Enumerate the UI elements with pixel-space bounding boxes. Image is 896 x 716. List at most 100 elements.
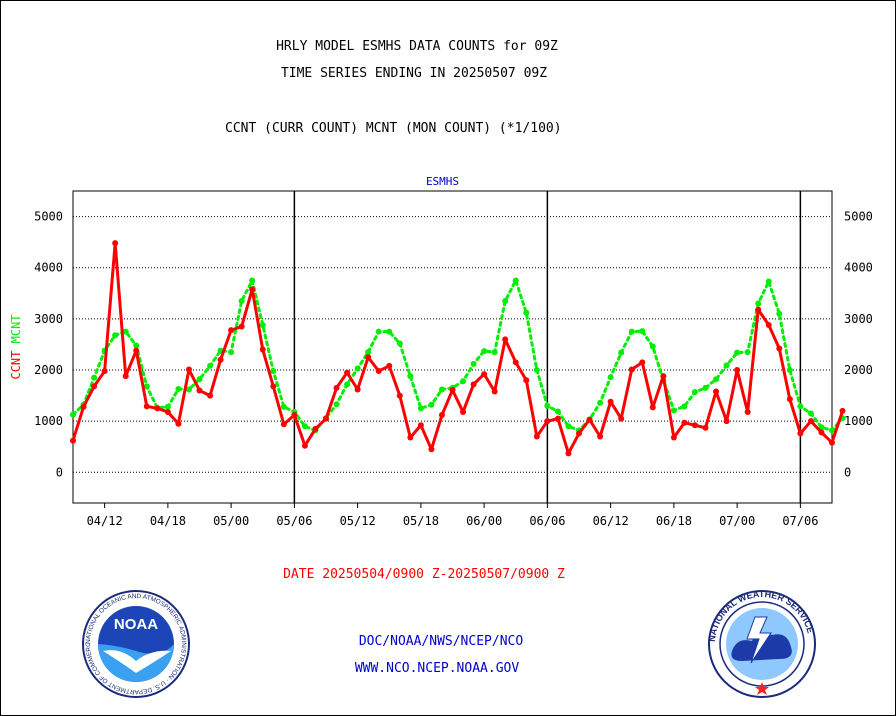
data-point-ccnt [344, 369, 351, 376]
data-point-ccnt [786, 396, 793, 403]
data-point-mcnt [301, 423, 308, 430]
data-point-ccnt [607, 398, 614, 405]
data-point-mcnt [428, 401, 435, 408]
data-point-mcnt [365, 349, 372, 356]
x-tick-label: 04/18 [150, 514, 186, 528]
data-point-ccnt [470, 381, 477, 388]
y-tick-label-right: 4000 [844, 261, 873, 275]
data-point-ccnt [544, 418, 551, 425]
data-point-mcnt [122, 328, 129, 335]
data-point-ccnt [312, 425, 319, 432]
data-point-ccnt [449, 386, 456, 393]
data-point-mcnt [207, 362, 214, 369]
data-point-mcnt [417, 405, 424, 412]
data-point-ccnt [249, 286, 256, 293]
org-link[interactable]: DOC/NOAA/NWS/NCEP/NCO [358, 634, 524, 649]
y-tick-label-left: 3000 [34, 312, 63, 326]
data-point-ccnt [670, 434, 677, 441]
data-point-mcnt [691, 389, 698, 396]
data-point-ccnt [491, 388, 498, 395]
data-point-mcnt [512, 277, 519, 284]
data-point-mcnt [344, 381, 351, 388]
data-point-ccnt [133, 347, 140, 354]
y-axis-label: CCNT MCNT [9, 314, 23, 379]
data-point-mcnt [333, 401, 340, 408]
data-point-mcnt [133, 342, 140, 349]
x-tick-label: 06/12 [593, 514, 629, 528]
data-point-ccnt [407, 434, 414, 441]
data-point-mcnt [670, 407, 677, 414]
data-point-mcnt [481, 348, 488, 355]
x-tick-label: 05/18 [403, 514, 439, 528]
data-point-ccnt [112, 240, 119, 247]
data-point-mcnt [70, 411, 76, 418]
chart-subtitle: CCNT (CURR COUNT) MCNT (MON COUNT) (*1/1… [225, 121, 562, 136]
data-point-ccnt [765, 322, 772, 329]
x-tick-label: 06/06 [529, 514, 565, 528]
data-point-ccnt [154, 405, 161, 412]
x-tick-label: 04/12 [87, 514, 123, 528]
data-point-mcnt [502, 297, 509, 304]
data-point-mcnt [649, 343, 656, 350]
data-point-ccnt [333, 384, 340, 391]
data-point-mcnt [249, 277, 256, 284]
data-point-mcnt [607, 374, 614, 381]
data-point-mcnt [228, 349, 235, 356]
y-tick-label-right: 2000 [844, 363, 873, 377]
data-point-ccnt [143, 403, 150, 410]
data-point-mcnt [407, 373, 414, 380]
data-point-mcnt [175, 385, 182, 392]
data-point-ccnt [354, 386, 361, 393]
data-point-ccnt [713, 388, 720, 395]
website-link[interactable]: WWW.NCO.NCEP.NOAA.GOV [354, 661, 520, 676]
data-point-mcnt [196, 376, 203, 383]
data-point-mcnt [807, 410, 814, 417]
data-point-ccnt [660, 373, 667, 380]
data-point-mcnt [618, 349, 625, 356]
data-point-ccnt [829, 439, 835, 446]
data-point-ccnt [365, 354, 372, 361]
data-point-mcnt [259, 322, 266, 329]
y-tick-label-left: 1000 [34, 414, 63, 428]
data-point-mcnt [755, 300, 762, 307]
y-tick-label-right: 0 [844, 465, 851, 479]
data-point-ccnt [70, 437, 76, 444]
data-point-ccnt [270, 383, 277, 390]
data-point-mcnt [386, 328, 393, 335]
data-point-ccnt [196, 387, 203, 394]
data-point-mcnt [354, 365, 361, 372]
data-point-mcnt [597, 399, 604, 406]
chart-title-line1: HRLY MODEL ESMHS DATA COUNTS for 09Z [276, 39, 558, 54]
data-point-ccnt [512, 359, 519, 366]
data-point-mcnt [628, 328, 635, 335]
data-point-mcnt [238, 297, 245, 304]
data-point-ccnt [238, 323, 245, 330]
data-point-ccnt [122, 373, 129, 380]
data-point-mcnt [776, 310, 783, 317]
data-point-ccnt [565, 450, 572, 457]
data-point-ccnt [723, 418, 730, 425]
data-point-ccnt [554, 415, 561, 422]
data-point-ccnt [807, 418, 814, 425]
y-tick-label-left: 4000 [34, 261, 63, 275]
data-point-mcnt [765, 278, 772, 285]
data-point-ccnt [428, 446, 435, 453]
data-point-ccnt [639, 359, 646, 366]
data-point-ccnt [576, 430, 582, 437]
data-point-mcnt [91, 374, 98, 381]
data-point-ccnt [291, 412, 298, 419]
data-point-mcnt [829, 427, 835, 434]
x-tick-label: 05/00 [213, 514, 249, 528]
plot-border [72, 190, 833, 504]
data-point-mcnt [554, 408, 561, 415]
data-point-ccnt [839, 407, 846, 414]
data-point-mcnt [786, 367, 793, 374]
data-point-ccnt [702, 424, 709, 431]
y-tick-label-right: 1000 [844, 414, 873, 428]
data-point-ccnt [91, 383, 98, 390]
data-point-ccnt [396, 392, 403, 399]
data-point-mcnt [533, 367, 540, 374]
data-point-mcnt [491, 349, 498, 356]
data-point-mcnt [270, 368, 277, 375]
